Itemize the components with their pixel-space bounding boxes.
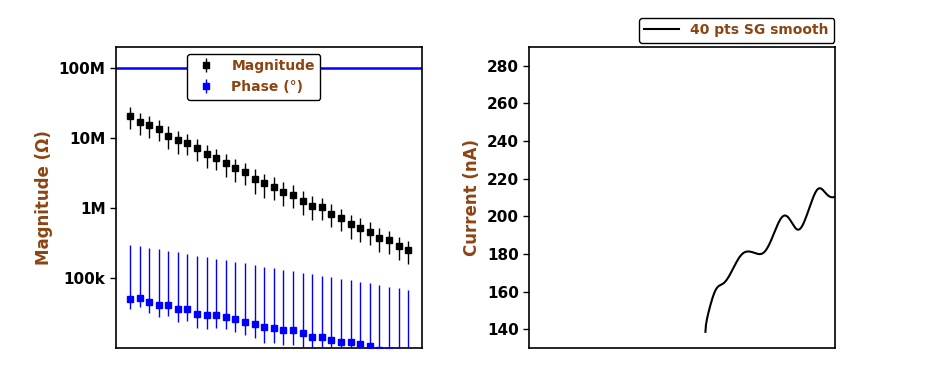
40 pts SG smooth <box>829 194 840 199</box>
Y-axis label: Current (nA): Current (nA) <box>463 139 480 256</box>
40 pts SG smooth <box>813 186 824 190</box>
40 pts SG smooth <box>742 249 753 254</box>
40 pts SG smooth <box>803 205 814 210</box>
40 pts SG smooth <box>782 216 794 221</box>
40 pts SG smooth <box>706 294 717 299</box>
Legend: Magnitude, Phase (°): Magnitude, Phase (°) <box>186 54 320 100</box>
Legend: 40 pts SG smooth: 40 pts SG smooth <box>639 18 833 43</box>
Y-axis label: Magnitude (Ω): Magnitude (Ω) <box>35 130 53 265</box>
40 pts SG smooth <box>782 215 794 220</box>
40 pts SG smooth <box>699 330 710 334</box>
Line: 40 pts SG smooth: 40 pts SG smooth <box>705 188 834 332</box>
40 pts SG smooth <box>776 215 787 219</box>
